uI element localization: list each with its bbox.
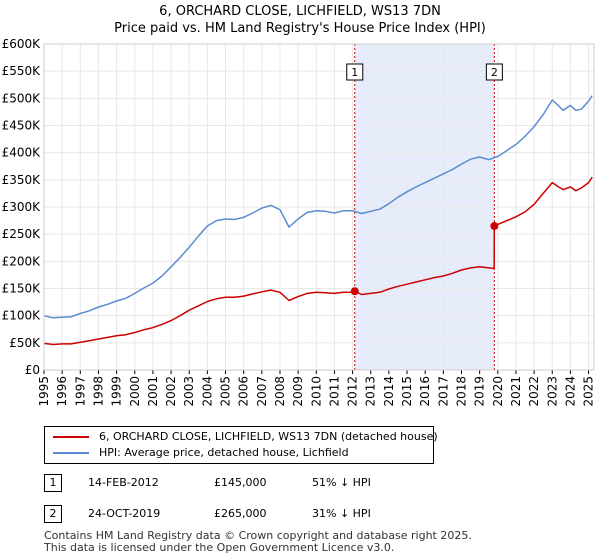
x-tick-label: 2017 xyxy=(436,376,450,407)
x-tick-label: 2002 xyxy=(164,376,178,407)
grid-lines xyxy=(43,43,594,371)
x-tick-label: 2006 xyxy=(237,376,251,407)
axes xyxy=(43,43,595,374)
x-tick-label: 2012 xyxy=(346,376,360,407)
x-tick-label: 2009 xyxy=(291,376,305,407)
x-tick-label: 2007 xyxy=(255,376,269,407)
y-tick-label: £0 xyxy=(25,363,40,377)
y-tick-label: £500K xyxy=(2,91,42,105)
sale-badge: 2 xyxy=(44,505,62,523)
x-tick-label: 2010 xyxy=(309,376,323,407)
sale-point xyxy=(490,222,499,231)
sale-marker-label: 1 xyxy=(351,66,358,79)
x-tick-label: 1995 xyxy=(37,376,51,407)
legend: 6, ORCHARD CLOSE, LICHFIELD, WS13 7DN (d… xyxy=(44,426,438,464)
title-line-1: 6, ORCHARD CLOSE, LICHFIELD, WS13 7DN xyxy=(159,4,441,19)
legend-swatch-hpi xyxy=(53,452,89,454)
x-tick-label: 2008 xyxy=(273,376,287,407)
footer-line-2: This data is licensed under the Open Gov… xyxy=(44,541,395,554)
x-tick-label: 2021 xyxy=(509,376,523,407)
sale-points xyxy=(350,222,499,296)
x-tick-label: 2015 xyxy=(400,376,414,407)
x-tick-label: 2022 xyxy=(527,376,541,407)
x-tick-label: 2020 xyxy=(491,376,505,407)
sale-date: 14-FEB-2012 xyxy=(88,476,159,489)
x-tick-label: 2005 xyxy=(219,376,233,407)
x-tick-label: 2023 xyxy=(545,376,559,407)
y-tick-labels: £0 £50K £100K £150K £200K £250K £300K £350K £400… xyxy=(2,37,42,377)
x-tick-label: 2000 xyxy=(128,376,142,407)
sale-price: £145,000 xyxy=(214,476,267,489)
x-tick-label: 2011 xyxy=(327,376,341,407)
y-tick-label: £200K xyxy=(2,254,42,268)
series-lines xyxy=(43,95,593,346)
x-tick-label: 1996 xyxy=(55,376,69,407)
sale-price: £265,000 xyxy=(214,507,267,520)
x-tick-label: 2013 xyxy=(364,376,378,407)
x-tick-label: 1998 xyxy=(91,376,105,407)
sale-point xyxy=(350,287,359,296)
sale-date: 24-OCT-2019 xyxy=(88,507,161,520)
y-tick-label: £100K xyxy=(2,309,42,323)
x-tick-label: 2024 xyxy=(563,376,577,407)
y-tick-label: £600K xyxy=(2,37,42,51)
sale-hpi-diff: 31% ↓ HPI xyxy=(312,507,371,520)
property-price-line xyxy=(43,176,593,346)
sale-badge: 1 xyxy=(44,474,62,492)
y-tick-label: £250K xyxy=(2,227,42,241)
y-tick-label: £50K xyxy=(9,336,41,350)
hpi-line xyxy=(43,95,593,319)
plot-frame xyxy=(43,43,595,371)
legend-label-hpi: HPI: Average price, detached house, Lich… xyxy=(99,446,349,459)
chart-title: 6, ORCHARD CLOSE, LICHFIELD, WS13 7DN Pr… xyxy=(0,3,600,37)
y-tick-label: £450K xyxy=(2,119,42,133)
y-tick-label: £550K xyxy=(2,64,42,78)
y-tick-label: £400K xyxy=(2,146,42,160)
title-line-2: Price paid vs. HM Land Registry's House … xyxy=(114,21,486,36)
x-tick-label: 2019 xyxy=(473,376,487,407)
x-tick-label: 2016 xyxy=(418,376,432,407)
legend-swatch-property xyxy=(53,436,89,438)
x-tick-label: 1997 xyxy=(73,376,87,407)
x-tick-label: 1999 xyxy=(110,376,124,407)
legend-label-property: 6, ORCHARD CLOSE, LICHFIELD, WS13 7DN (d… xyxy=(99,430,438,443)
y-tick-label: £350K xyxy=(2,173,42,187)
y-tick-label: £300K xyxy=(2,200,42,214)
x-tick-label: 2004 xyxy=(200,376,214,407)
sale-marker-box xyxy=(485,63,503,81)
footer-line-1: Contains HM Land Registry data © Crown c… xyxy=(44,529,472,542)
footer: Contains HM Land Registry data © Crown c… xyxy=(44,530,472,554)
x-tick-label: 2001 xyxy=(146,376,160,407)
x-tick-label: 2003 xyxy=(182,376,196,407)
sale-marker-label: 2 xyxy=(491,66,498,79)
sale-marker-box xyxy=(346,63,364,81)
x-tick-label: 2014 xyxy=(382,376,396,407)
x-tick-labels: 1995 1996 1997 1998 1999 2000 2001 2002 2003 2004… xyxy=(37,376,596,407)
x-tick-label: 2025 xyxy=(582,376,596,407)
x-tick-label: 2018 xyxy=(454,376,468,407)
y-tick-label: £150K xyxy=(2,282,42,296)
sale-hpi-diff: 51% ↓ HPI xyxy=(312,476,371,489)
